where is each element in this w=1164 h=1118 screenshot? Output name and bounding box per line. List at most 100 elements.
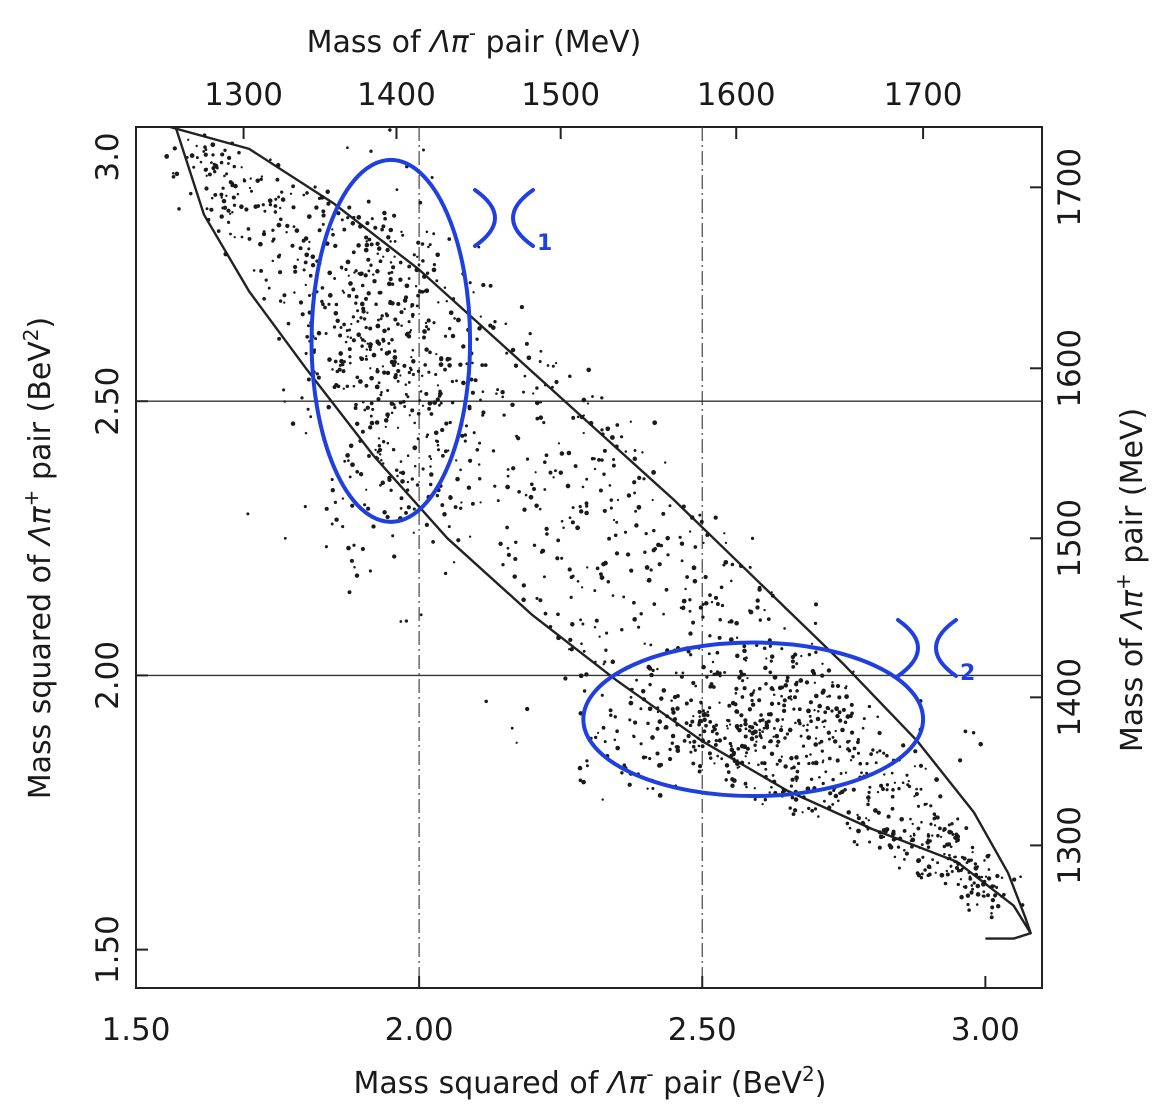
event-point <box>414 285 418 288</box>
event-point <box>907 779 910 783</box>
event-point <box>780 755 783 758</box>
event-point <box>373 225 378 230</box>
event-point <box>366 257 371 262</box>
event-point <box>708 593 712 597</box>
event-point <box>387 477 392 483</box>
event-point <box>261 232 267 237</box>
event-point <box>978 741 983 747</box>
event-point <box>232 203 237 207</box>
event-point <box>571 506 575 510</box>
event-point <box>753 797 757 801</box>
grid-lines <box>136 127 1042 988</box>
event-point <box>888 844 894 850</box>
event-point <box>341 497 345 500</box>
event-point <box>368 569 372 573</box>
annotation-subscript-2: 2 <box>960 661 975 686</box>
event-point <box>754 735 759 739</box>
event-point <box>913 795 916 798</box>
event-point <box>244 207 249 212</box>
event-point <box>371 524 376 529</box>
event-point <box>422 274 427 279</box>
event-point <box>602 508 607 513</box>
event-point <box>259 268 264 273</box>
event-point <box>539 550 544 554</box>
event-point <box>622 595 626 599</box>
event-point <box>586 367 591 373</box>
event-point <box>324 331 328 336</box>
event-point <box>701 602 705 606</box>
event-point <box>736 746 741 751</box>
event-point <box>990 912 993 915</box>
event-point <box>883 827 888 832</box>
event-point <box>681 504 686 509</box>
event-point <box>386 416 390 419</box>
event-point <box>700 738 706 743</box>
event-point <box>714 723 718 727</box>
event-point <box>659 696 664 701</box>
event-point <box>538 360 542 363</box>
event-point <box>855 843 859 847</box>
event-point <box>796 718 801 723</box>
event-point <box>498 541 503 547</box>
event-point <box>764 774 768 779</box>
event-point <box>702 712 707 718</box>
event-point <box>942 844 947 849</box>
event-point <box>655 726 660 731</box>
event-point <box>448 310 454 316</box>
event-point <box>869 752 873 756</box>
event-point <box>768 644 772 648</box>
event-point <box>475 337 479 341</box>
event-point <box>670 741 674 745</box>
event-point <box>247 236 252 241</box>
event-point <box>278 217 283 222</box>
event-point <box>735 636 739 639</box>
event-point <box>369 242 374 247</box>
event-point <box>442 512 447 517</box>
event-point <box>644 531 648 536</box>
event-point <box>300 396 304 400</box>
event-point <box>758 731 762 735</box>
event-point <box>360 546 365 552</box>
event-point <box>543 384 547 387</box>
event-point <box>877 730 882 736</box>
event-point <box>806 723 809 727</box>
event-point <box>581 622 585 626</box>
event-point <box>697 744 701 748</box>
event-point <box>950 870 954 873</box>
event-point <box>354 421 360 427</box>
event-point <box>271 259 275 263</box>
event-point <box>413 464 417 468</box>
event-point <box>945 869 949 873</box>
event-point <box>435 493 440 498</box>
event-point <box>422 329 427 334</box>
event-point <box>445 357 450 362</box>
event-point <box>413 421 417 425</box>
event-point <box>450 400 455 405</box>
event-point <box>982 894 986 898</box>
left-tick-label: 1.50 <box>90 915 126 984</box>
event-point <box>393 317 398 322</box>
event-point <box>582 649 586 653</box>
event-point <box>360 338 365 342</box>
event-point <box>294 228 300 233</box>
event-point <box>783 683 789 688</box>
event-point <box>429 472 434 477</box>
event-point <box>858 761 863 766</box>
event-point <box>896 845 901 849</box>
event-point <box>766 617 771 621</box>
event-point <box>375 339 380 344</box>
event-point <box>385 247 390 253</box>
event-point <box>276 254 281 259</box>
event-point <box>424 321 428 325</box>
event-point <box>851 755 855 759</box>
event-point <box>741 679 745 683</box>
event-point <box>261 203 265 207</box>
event-point <box>545 532 549 536</box>
event-point <box>351 250 356 255</box>
event-point <box>729 753 734 758</box>
event-point <box>298 300 304 305</box>
event-point <box>411 359 416 364</box>
event-point <box>437 301 440 304</box>
event-point <box>678 535 682 539</box>
